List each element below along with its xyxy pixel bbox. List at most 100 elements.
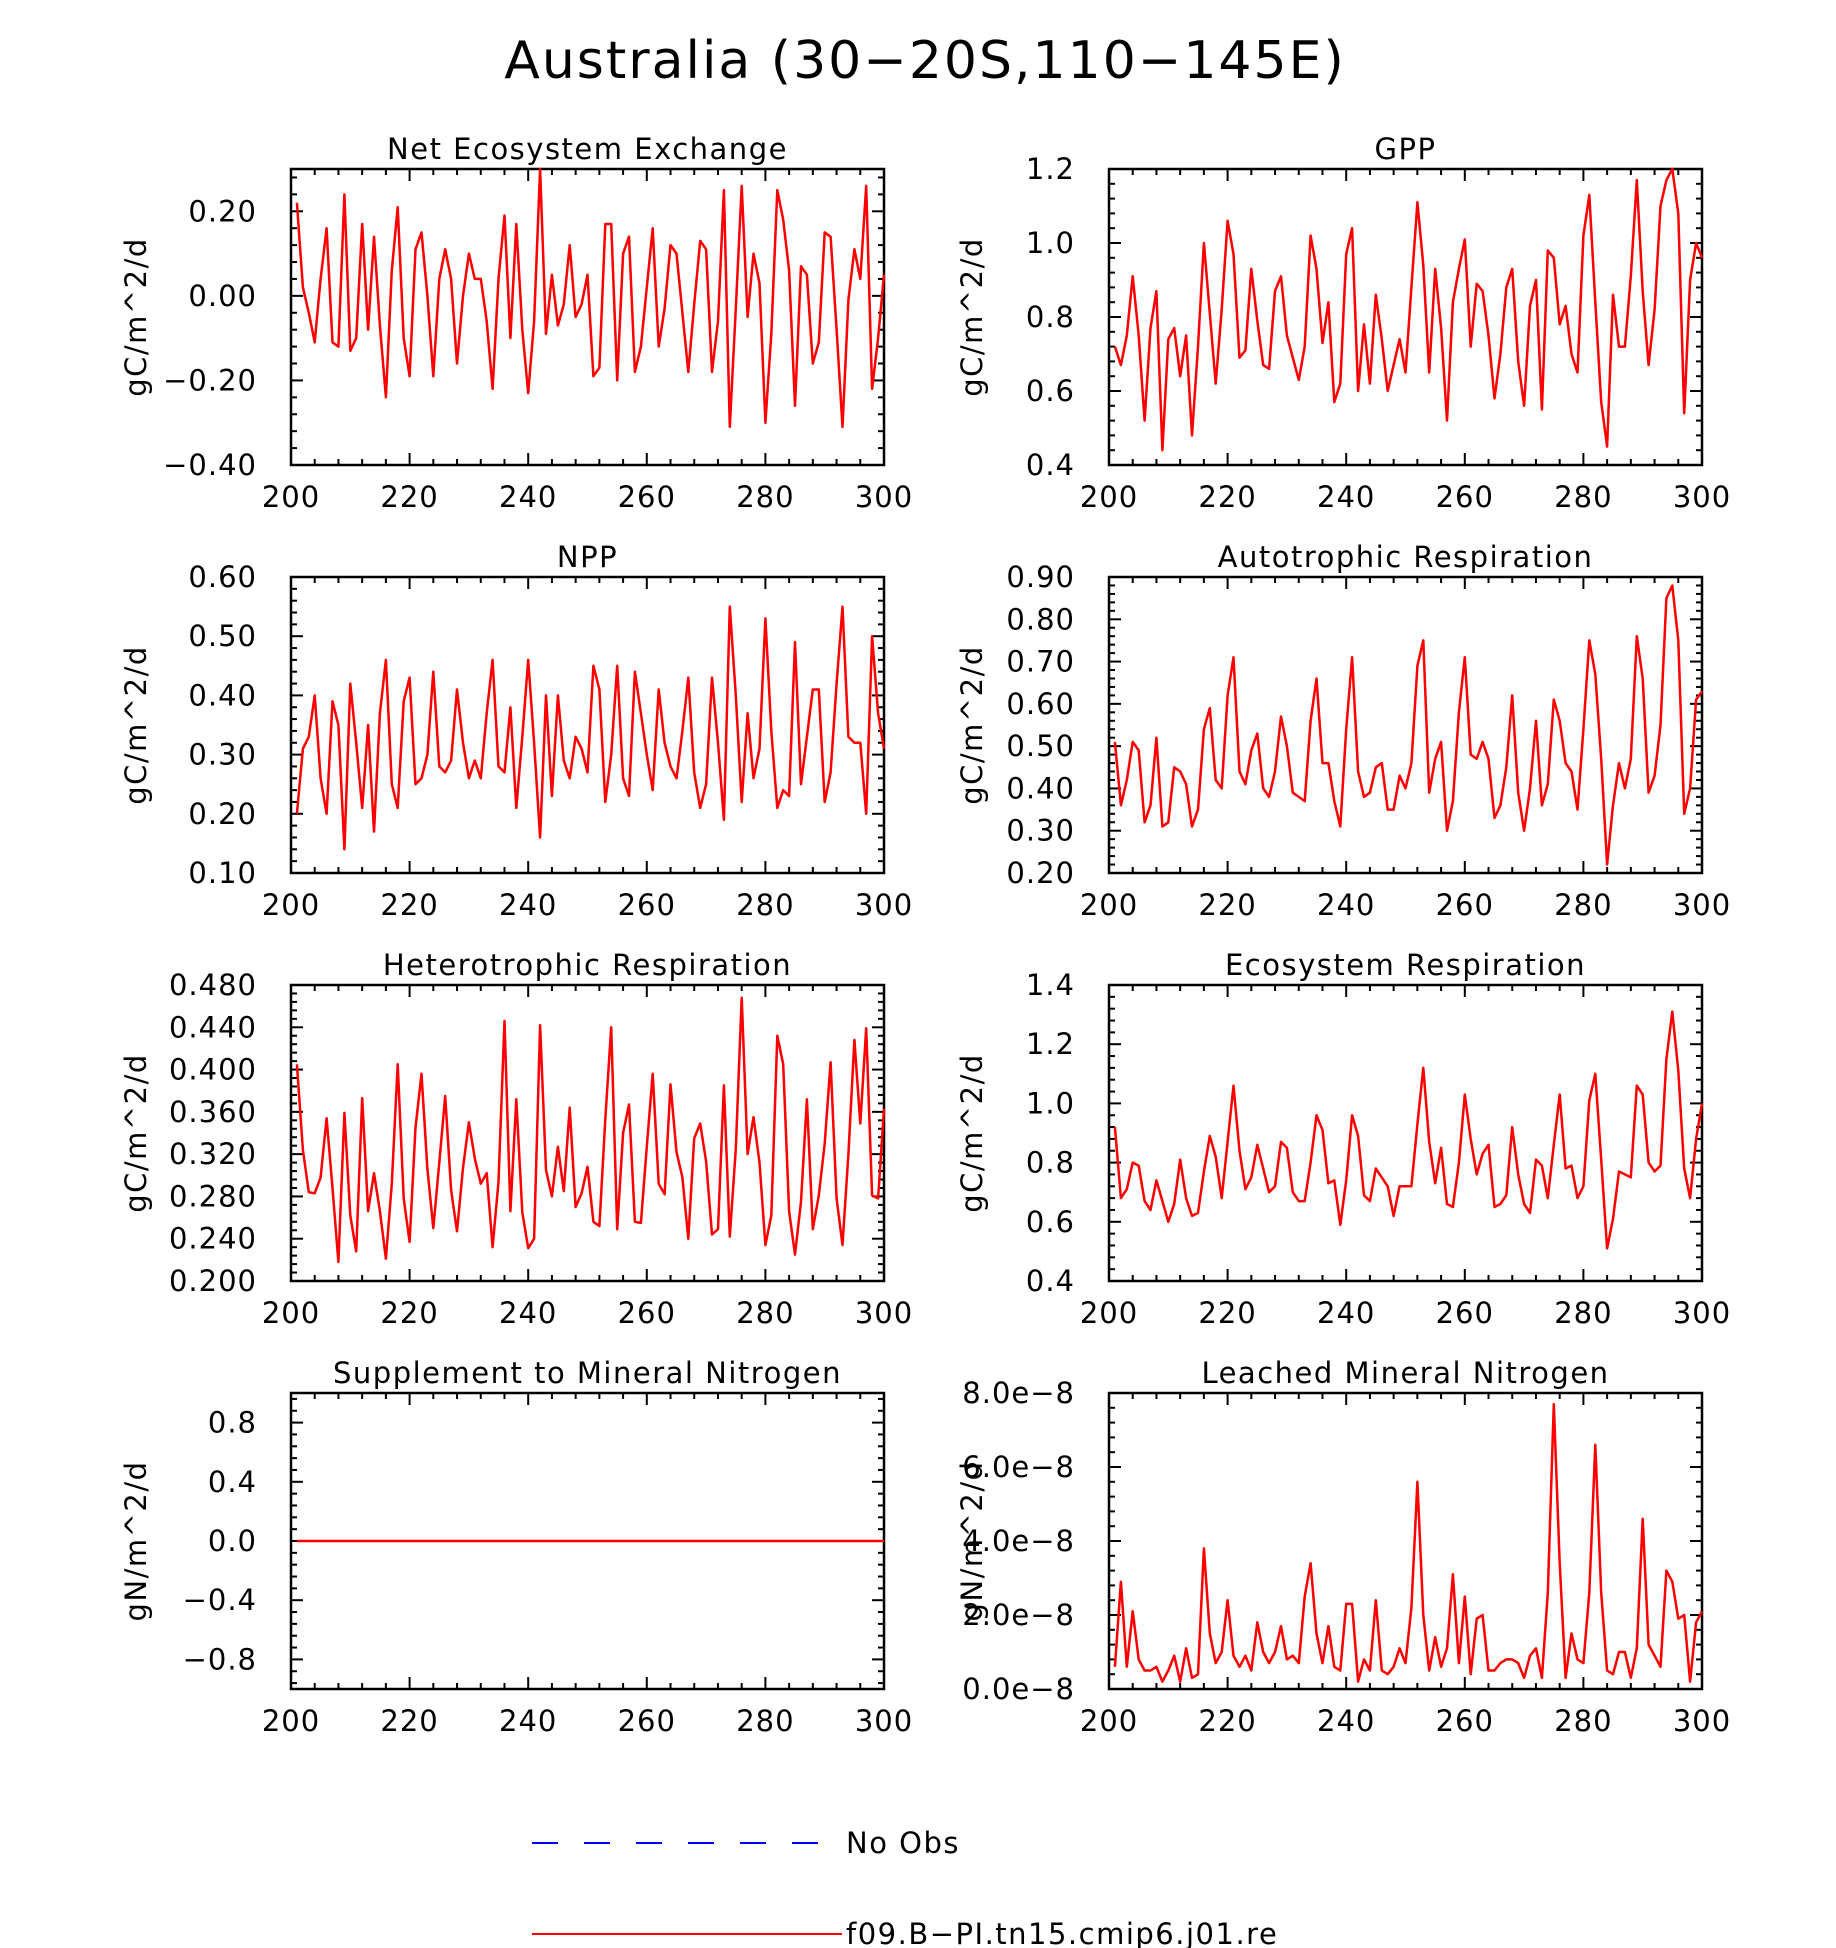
series-line-0 [295,167,886,429]
x-tick-label: 220 [1198,1296,1256,1330]
panel-title: Ecosystem Respiration [1225,948,1586,982]
y-axis-label: gN/m^2/d [119,1460,153,1621]
plot-frame [289,575,886,875]
y-tick-label: 0.90 [1006,560,1075,594]
series-line-0 [295,605,886,851]
figure-title: Australia (30−20S,110−145E) [504,31,1346,91]
y-tick-label: 0.8 [1026,300,1075,334]
chart-panel-7: Leached Mineral Nitrogen 200 220 240 260 280 3… [955,1356,1731,1738]
panel-title: Heterotrophic Respiration [383,948,792,982]
y-tick-label: 2.0e−8 [962,1598,1075,1632]
panels: Net Ecosystem Exchange 200 220 240 260 280 300… [119,132,1731,1738]
y-tick-label: 0.4 [208,1465,257,1499]
x-tick-label: 260 [618,1704,676,1738]
x-tick-label: 200 [262,480,320,514]
plot-frame [1107,1391,1704,1691]
y-tick-label: 0.6 [1026,1205,1075,1239]
y-tick-label: 1.4 [1026,968,1075,1002]
x-tick-label: 280 [1554,888,1612,922]
y-tick-label: 0.8 [208,1406,257,1440]
y-tick-label: 0.10 [188,856,257,890]
y-tick-label: −0.40 [163,448,257,482]
x-tick-label: 300 [1673,1704,1731,1738]
x-tick-label: 300 [855,480,913,514]
x-tick-label: 280 [736,888,794,922]
plot-frame [1107,983,1704,1283]
legend-model-label: f09.B−PI.tn15.cmip6.j01.re [846,1917,1278,1948]
y-axis-label: gC/m^2/d [955,645,989,805]
y-axis-label: gC/m^2/d [955,237,989,397]
y-tick-label: 0.280 [169,1179,257,1213]
y-tick-label: 4.0e−8 [962,1524,1075,1558]
x-tick-label: 200 [262,1704,320,1738]
y-axis-label: gN/m^2/d [955,1460,989,1621]
x-tick-label: 300 [1673,888,1731,922]
x-tick-label: 260 [618,888,676,922]
x-tick-label: 200 [1080,888,1138,922]
chart-panel-5: Ecosystem Respiration 200 220 240 260 280 300 0… [955,948,1730,1330]
x-tick-label: 300 [1673,480,1731,514]
series-line-0 [1113,1010,1704,1250]
y-tick-label: 0.50 [1006,729,1075,763]
chart-panel-3: Autotrophic Respiration 200 220 240 260 280 30… [955,540,1731,922]
x-tick-label: 240 [499,888,557,922]
y-axis-label: gC/m^2/d [119,1053,153,1213]
y-tick-label: 8.0e−8 [962,1376,1075,1410]
y-tick-label: −0.4 [183,1583,257,1617]
y-tick-label: 0.360 [169,1095,257,1129]
chart-panel-4: Heterotrophic Respiration 200 220 240 260 280… [119,948,912,1330]
panel-title: Leached Mineral Nitrogen [1201,1356,1609,1390]
series-line-0 [1113,167,1704,452]
x-tick-label: 240 [1317,1296,1375,1330]
x-tick-label: 260 [1436,480,1494,514]
y-tick-label: 1.2 [1026,152,1075,186]
y-tick-label: 0.6 [1026,374,1075,408]
y-tick-label: 0.80 [1006,602,1075,636]
x-tick-label: 280 [1554,1704,1612,1738]
x-tick-label: 200 [1080,1296,1138,1330]
series-line-0 [1113,584,1704,866]
x-tick-label: 240 [1317,888,1375,922]
panel-title: Autotrophic Respiration [1218,540,1594,574]
y-tick-label: 0.440 [169,1010,257,1044]
x-tick-label: 220 [380,888,438,922]
chart-panel-2: NPP 200 220 240 260 280 300 0.10 0.20 0.30 0.40 0.5… [119,540,912,922]
chart-panel-6: Supplement to Mineral Nitrogen 200 220 240 2… [119,1356,913,1738]
y-tick-label: −0.8 [183,1642,257,1676]
y-axis-label: gC/m^2/d [955,1053,989,1213]
series-line-0 [1113,1402,1704,1683]
y-tick-label: 0.8 [1026,1146,1075,1180]
x-tick-label: 220 [1198,480,1256,514]
y-tick-label: 1.2 [1026,1027,1075,1061]
x-tick-label: 220 [1198,888,1256,922]
y-tick-label: 0.20 [1006,856,1075,890]
x-tick-label: 220 [1198,1704,1256,1738]
x-tick-label: 240 [499,480,557,514]
y-tick-label: 0.0 [208,1524,257,1558]
x-tick-label: 200 [262,888,320,922]
panel-title: GPP [1375,132,1437,166]
y-tick-label: 0.60 [1006,687,1075,721]
y-axis-label: gC/m^2/d [119,237,153,397]
y-tick-label: 1.0 [1026,226,1075,260]
x-tick-label: 280 [736,1704,794,1738]
y-tick-label: 0.4 [1026,448,1075,482]
x-tick-label: 300 [855,1704,913,1738]
x-tick-label: 280 [736,480,794,514]
x-tick-label: 260 [1436,1296,1494,1330]
y-tick-label: 0.320 [169,1137,257,1171]
y-tick-label: 0.40 [188,678,257,712]
panel-title: Net Ecosystem Exchange [387,132,788,166]
plot-frame [289,167,886,467]
y-tick-label: 0.60 [188,560,257,594]
x-tick-label: 240 [499,1296,557,1330]
chart-panel-0: Net Ecosystem Exchange 200 220 240 260 280 300… [119,132,913,514]
y-tick-label: 0.20 [188,797,257,831]
panel-title: Supplement to Mineral Nitrogen [333,1356,842,1390]
y-tick-label: 0.480 [169,968,257,1002]
x-tick-label: 260 [1436,1704,1494,1738]
y-tick-label: 0.30 [1006,814,1075,848]
x-tick-label: 220 [380,1704,438,1738]
y-tick-label: 0.0e−8 [962,1672,1075,1706]
